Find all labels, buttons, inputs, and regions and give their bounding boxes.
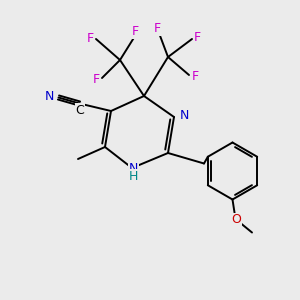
Text: O: O [231, 213, 241, 226]
Text: H: H [129, 170, 138, 183]
Text: F: F [87, 32, 94, 45]
Text: F: F [194, 31, 201, 44]
Text: F: F [132, 25, 139, 38]
Text: N: N [45, 90, 54, 104]
Text: N: N [129, 162, 138, 176]
Text: N: N [180, 109, 189, 122]
Text: F: F [92, 73, 100, 86]
Text: F: F [154, 22, 161, 35]
Text: C: C [76, 103, 85, 117]
Text: F: F [191, 70, 199, 83]
